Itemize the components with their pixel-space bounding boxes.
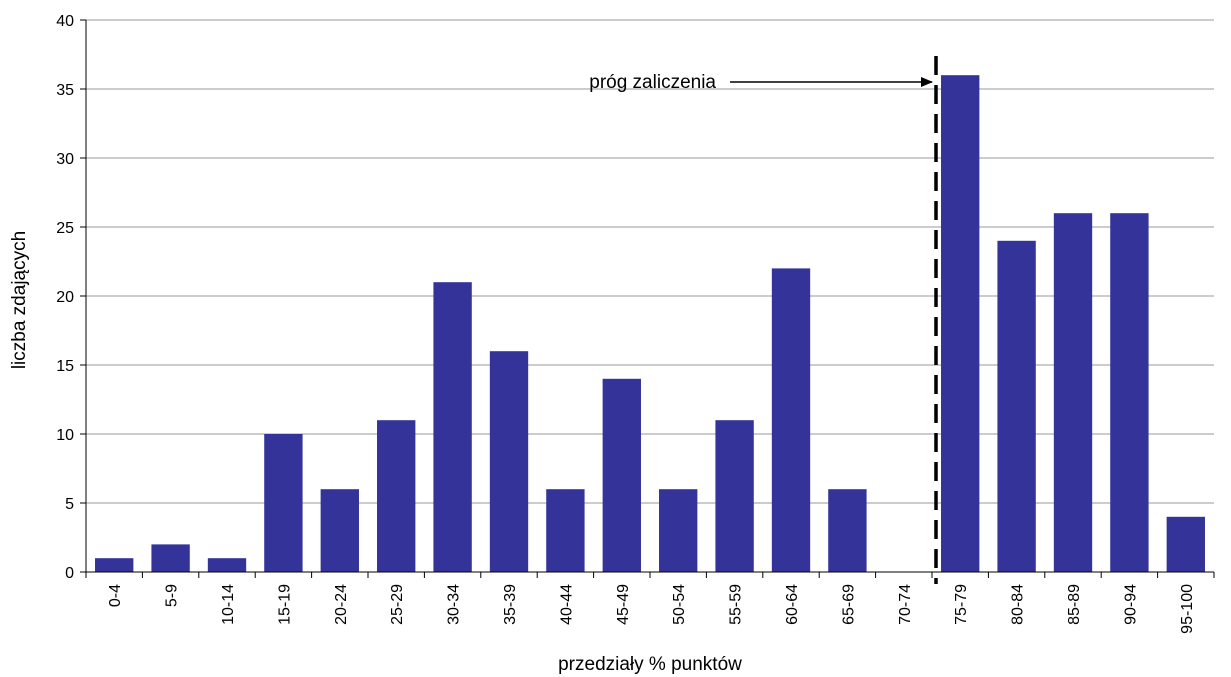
x-tick-label: 35-39: [502, 584, 519, 625]
bar-10-14: [207, 558, 247, 572]
x-tick-label: 20-24: [333, 584, 350, 625]
tick-labels: 0 5 10 15 20 25 30 35 40 0-4 5-9 10-14 15-19 20-24 25-…: [56, 13, 1196, 634]
bar-25-29: [377, 420, 416, 572]
x-tick-label: 25-29: [389, 584, 406, 625]
bar-45-49: [602, 378, 641, 572]
x-tick-label: 50-54: [671, 584, 688, 625]
x-tick-label: 30-34: [446, 584, 463, 625]
bar-65-69: [828, 489, 867, 572]
x-tick-label: 0-4: [107, 584, 124, 607]
y-tick-label: 15: [56, 358, 74, 375]
bar-5-9: [151, 544, 190, 572]
x-tick-label: 95-100: [1179, 584, 1196, 634]
y-tick-label: 5: [65, 496, 74, 513]
bar-50-54: [659, 489, 698, 572]
x-tick-label: 40-44: [558, 584, 575, 625]
x-tick-label: 15-19: [276, 584, 293, 625]
x-tick-label: 85-89: [1066, 584, 1083, 625]
y-tick-label: 40: [56, 13, 74, 30]
bars: [95, 75, 1205, 573]
bar-95-100: [1166, 516, 1205, 572]
x-tick-label: 80-84: [1010, 584, 1027, 625]
x-tick-label: 90-94: [1122, 584, 1139, 625]
bar-40-44: [546, 489, 585, 572]
x-tick-label: 65-69: [840, 584, 857, 625]
threshold-label: próg zaliczenia: [589, 72, 716, 93]
x-axis-title: przedziały % punktów: [558, 654, 742, 675]
y-tick-label: 10: [56, 427, 74, 444]
y-tick-label: 0: [65, 565, 74, 582]
x-tick-label: 60-64: [784, 584, 801, 625]
axes: [80, 19, 1215, 578]
x-tick-label: 5-9: [164, 584, 181, 607]
bar-80-84: [997, 240, 1036, 573]
bar-20-24: [320, 489, 359, 572]
bar-90-94: [1110, 213, 1149, 572]
y-tick-label: 25: [56, 220, 74, 237]
bar-0-4: [95, 558, 134, 572]
y-tick-label: 30: [56, 151, 74, 168]
bar-60-64: [771, 268, 811, 572]
bar-35-39: [489, 351, 529, 572]
y-tick-label: 20: [56, 289, 74, 306]
bar-85-89: [1053, 213, 1093, 572]
bar-15-19: [264, 434, 303, 572]
x-tick-label: 70-74: [897, 584, 914, 625]
y-tick-label: 35: [56, 82, 74, 99]
bar-30-34: [433, 282, 472, 572]
bar-75-79: [941, 75, 980, 572]
annotation: próg zaliczenia: [589, 56, 938, 584]
x-tick-label: 45-49: [615, 584, 632, 625]
x-tick-label: 75-79: [953, 584, 970, 625]
y-axis-title: liczba zdających: [9, 231, 30, 369]
bar-55-59: [715, 420, 754, 572]
x-tick-label: 55-59: [728, 584, 745, 625]
x-tick-label: 10-14: [220, 584, 237, 625]
